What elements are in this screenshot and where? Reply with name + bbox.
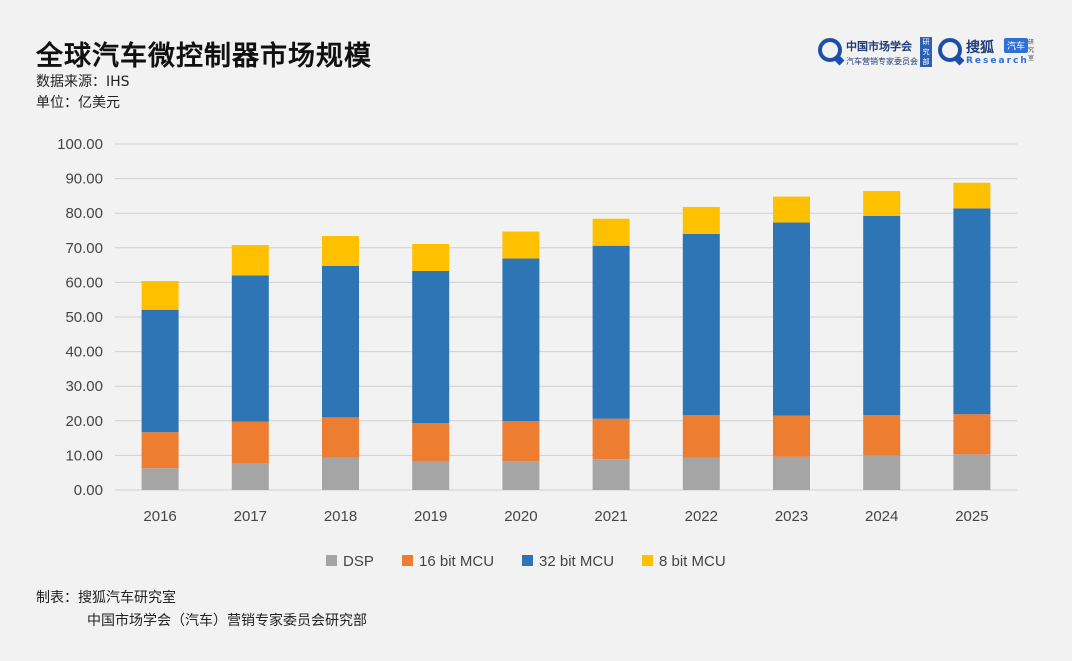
logo-group: 中国市场学会 汽车营销专家委员会 研究部 搜狐 汽车 Research 研究室 <box>818 36 1048 70</box>
chart-meta: 数据来源：IHS 单位：亿美元 <box>36 72 130 114</box>
bar-segment <box>141 309 179 433</box>
bar-segment <box>502 231 540 259</box>
y-tick-label: 20.00 <box>65 413 103 430</box>
x-tick-label: 2025 <box>955 508 988 525</box>
legend-label: 8 bit MCU <box>659 553 726 570</box>
bar-segment <box>682 206 720 234</box>
bar-segment <box>231 463 269 490</box>
org2-logo-icon <box>938 38 962 62</box>
org1-logo-icon <box>818 38 842 62</box>
bar-segment <box>592 218 630 246</box>
bar-segment <box>592 245 630 419</box>
x-tick-label: 2017 <box>234 508 267 525</box>
bar-segment <box>231 275 269 422</box>
y-tick-label: 70.00 <box>65 240 103 257</box>
bar-segment <box>502 461 540 490</box>
y-tick-label: 60.00 <box>65 274 103 291</box>
x-tick-label: 2018 <box>324 508 357 525</box>
bar-segment <box>682 457 720 490</box>
bar-segment <box>412 461 450 490</box>
bar-segment <box>502 258 540 422</box>
y-tick-label: 40.00 <box>65 344 103 361</box>
org2-tag: 汽车 <box>1004 38 1029 53</box>
bar-segment <box>953 414 991 455</box>
y-tick-label: 30.00 <box>65 378 103 395</box>
legend-swatch <box>642 555 653 566</box>
bar-segment <box>412 270 450 424</box>
bar-segment <box>592 459 630 490</box>
x-tick-label: 2019 <box>414 508 447 525</box>
x-tick-label: 2024 <box>865 508 898 525</box>
bar-segment <box>412 243 450 271</box>
y-tick-label: 90.00 <box>65 171 103 188</box>
legend-label: DSP <box>343 553 374 570</box>
y-tick-label: 80.00 <box>65 205 103 222</box>
bar-segment <box>592 418 630 460</box>
org2-name: 搜狐 <box>966 40 994 56</box>
x-tick-label: 2021 <box>594 508 627 525</box>
y-tick-label: 0.00 <box>74 482 103 499</box>
org1-dept: 研究部 <box>920 37 932 67</box>
bar-segment <box>863 191 901 216</box>
footer-line-2: 中国市场学会（汽车）营销专家委员会研究部 <box>87 613 367 629</box>
bar-segment <box>322 265 359 418</box>
bar-segment <box>773 196 810 223</box>
org2-dept: 研究室 <box>1028 39 1035 62</box>
bar-segment <box>141 468 179 490</box>
y-tick-label: 50.00 <box>65 309 103 326</box>
legend-swatch <box>522 555 533 566</box>
legend-swatch <box>326 555 337 566</box>
bar-segment <box>773 456 810 490</box>
legend-swatch <box>402 555 413 566</box>
footer: 制表：搜狐汽车研究室 中国市场学会（汽车）营销专家委员会研究部 <box>36 587 367 633</box>
chart-title: 全球汽车微控制器市场规模 <box>36 41 372 72</box>
bar-segment <box>141 432 179 469</box>
data-source: 数据来源：IHS <box>36 74 130 90</box>
bar-segment <box>863 455 901 490</box>
bar-segment <box>682 233 720 416</box>
org1-name: 中国市场学会 <box>846 40 912 53</box>
bar-segment <box>953 208 991 415</box>
bar-segment <box>322 236 359 266</box>
bar-segment <box>773 222 810 416</box>
bar-segment <box>773 415 810 457</box>
bar-segment <box>863 215 901 416</box>
legend-label: 32 bit MCU <box>539 553 614 570</box>
bar-segment <box>322 417 359 458</box>
bar-segment <box>502 421 540 462</box>
x-tick-label: 2023 <box>775 508 808 525</box>
bar-segment <box>231 245 269 276</box>
legend-label: 16 bit MCU <box>419 553 494 570</box>
bar-segment <box>953 182 991 209</box>
bar-segment <box>953 454 991 490</box>
bar-segment <box>322 457 359 490</box>
bar-segment <box>141 281 179 310</box>
org2-research: Research <box>966 56 1029 66</box>
x-tick-label: 2022 <box>685 508 718 525</box>
y-tick-label: 100.00 <box>57 136 103 153</box>
footer-line-1: 制表：搜狐汽车研究室 <box>36 590 176 606</box>
bar-segment <box>682 415 720 458</box>
x-tick-label: 2016 <box>143 508 176 525</box>
bar-segment <box>863 415 901 456</box>
bar-segment <box>412 423 450 462</box>
y-tick-label: 10.00 <box>65 447 103 464</box>
org1-subtitle: 汽车营销专家委员会 <box>846 57 918 66</box>
x-tick-label: 2020 <box>504 508 537 525</box>
bar-segment <box>231 421 269 464</box>
unit-label: 单位：亿美元 <box>36 95 120 111</box>
